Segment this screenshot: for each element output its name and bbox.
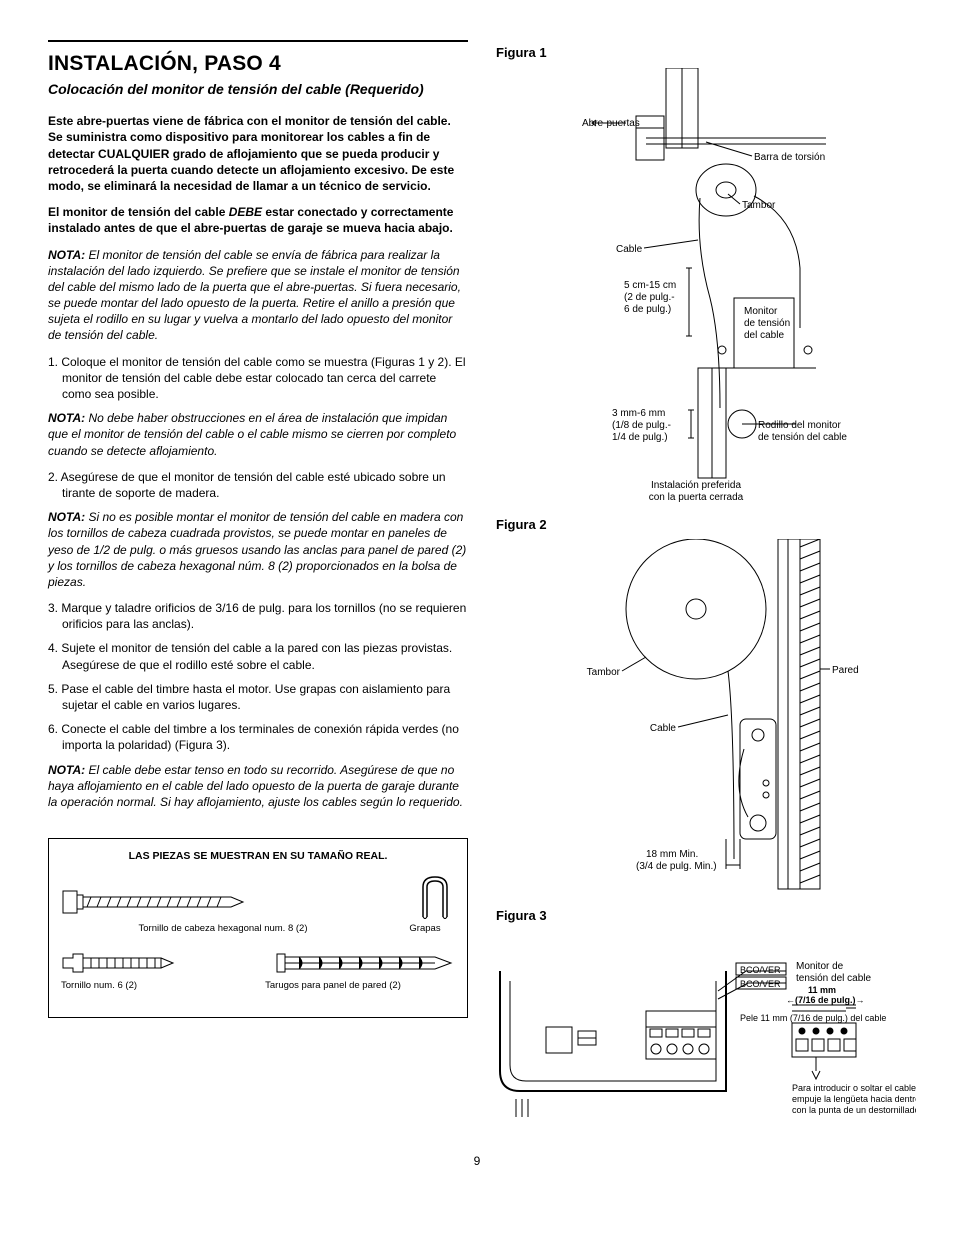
svg-text:empuje la lengüeta hacia dentr: empuje la lengüeta hacia dentro xyxy=(792,1094,916,1104)
svg-text:Pele 11 mm (7/16 de pulg.) del: Pele 11 mm (7/16 de pulg.) del cable xyxy=(740,1013,886,1023)
svg-text:(1/8 de pulg.-: (1/8 de pulg.- xyxy=(612,420,671,431)
svg-text:Pared: Pared xyxy=(832,665,859,676)
svg-text:tensión del cable: tensión del cable xyxy=(796,973,871,984)
svg-text:con la puerta cerrada: con la puerta cerrada xyxy=(649,492,744,503)
screw6-icon xyxy=(61,950,181,976)
svg-text:1/4 de pulg.): 1/4 de pulg.) xyxy=(612,432,668,443)
step-5: 5. Pase el cable del timbre hasta el mot… xyxy=(48,681,468,713)
svg-text:de tensión: de tensión xyxy=(744,318,790,329)
svg-text:con la punta de un destornilla: con la punta de un destornillador. xyxy=(792,1105,916,1115)
staples-label: Grapas xyxy=(395,923,455,936)
step-4: 4. Sujete el monitor de tensión del cabl… xyxy=(48,640,468,672)
staple-icon xyxy=(415,873,455,919)
step-2: 2. Asegúrese de que el monitor de tensió… xyxy=(48,469,468,501)
svg-text:Cable: Cable xyxy=(616,244,643,255)
svg-text:11 mm: 11 mm xyxy=(808,985,836,995)
note-4: NOTA: El cable debe estar tenso en todo … xyxy=(48,762,468,811)
page-number: 9 xyxy=(48,1153,906,1169)
svg-text:BCO/VER: BCO/VER xyxy=(740,965,781,975)
svg-text:Rodillo del monitor: Rodillo del monitor xyxy=(758,420,841,431)
wall-anchor-icon xyxy=(275,950,455,976)
figure-3-diagram: BCO/VER BCO/VER Monitor de tensión del c… xyxy=(496,931,916,1131)
svg-text:18 mm Min.: 18 mm Min. xyxy=(646,849,698,860)
figure-1-diagram: Abre-puertas Barra de torsión Tambor Cab… xyxy=(496,68,896,508)
svg-text:Tambor: Tambor xyxy=(587,667,621,678)
figure-2-diagram: Tambor Pared Cable 18 mm Min. (3/4 de pu… xyxy=(496,539,896,899)
page-subtitle: Colocación del monitor de tensión del ca… xyxy=(48,80,468,99)
wall-anchor-label: Tarugos para panel de pared (2) xyxy=(211,980,455,993)
svg-text:5 cm-15 cm: 5 cm-15 cm xyxy=(624,280,676,291)
figure-2-label: Figura 2 xyxy=(496,516,916,534)
svg-text:Cable: Cable xyxy=(650,723,677,734)
svg-text:←(7/16 de pulg.)→: ←(7/16 de pulg.)→ xyxy=(786,995,865,1005)
note-2: NOTA: No debe haber obstrucciones en el … xyxy=(48,410,468,459)
step-3: 3. Marque y taladre orificios de 3/16 de… xyxy=(48,600,468,632)
hex-screw-label: Tornillo de cabeza hexagonal num. 8 (2) xyxy=(61,923,385,936)
parts-box: LAS PIEZAS SE MUESTRAN EN SU TAMAÑO REAL… xyxy=(48,838,468,1018)
figure-3-label: Figura 3 xyxy=(496,907,916,925)
svg-text:6 de pulg.): 6 de pulg.) xyxy=(624,304,671,315)
svg-text:(3/4 de pulg. Min.): (3/4 de pulg. Min.) xyxy=(636,861,717,872)
svg-text:Instalación preferida: Instalación preferida xyxy=(651,480,741,491)
svg-text:del cable: del cable xyxy=(744,330,784,341)
svg-text:Monitor de: Monitor de xyxy=(796,961,844,972)
screw6-label: Tornillo num. 6 (2) xyxy=(61,980,201,993)
note-3: NOTA: Si no es posible montar el monitor… xyxy=(48,509,468,590)
svg-text:3 mm-6 mm: 3 mm-6 mm xyxy=(612,408,665,419)
hex-screw-icon xyxy=(61,885,251,919)
step-1: 1. Coloque el monitor de tensión del cab… xyxy=(48,354,468,403)
intro-paragraph-1: Este abre-puertas viene de fábrica con e… xyxy=(48,113,468,194)
page-title: INSTALACIÓN, PASO 4 xyxy=(48,50,468,78)
svg-text:Tambor: Tambor xyxy=(742,200,776,211)
intro-paragraph-2: El monitor de tensión del cable DEBE est… xyxy=(48,204,468,236)
svg-text:de tensión del cable: de tensión del cable xyxy=(758,432,847,443)
svg-text:Barra de torsión: Barra de torsión xyxy=(754,152,825,163)
figure-1-label: Figura 1 xyxy=(496,44,916,62)
svg-text:BCO/VER: BCO/VER xyxy=(740,979,781,989)
svg-text:Monitor: Monitor xyxy=(744,306,778,317)
note-1: NOTA: El monitor de tensión del cable se… xyxy=(48,247,468,344)
svg-text:(2 de pulg.-: (2 de pulg.- xyxy=(624,292,675,303)
svg-text:Para introducir o soltar el ca: Para introducir o soltar el cable, xyxy=(792,1083,916,1093)
step-6: 6. Conecte el cable del timbre a los ter… xyxy=(48,721,468,753)
parts-box-title: LAS PIEZAS SE MUESTRAN EN SU TAMAÑO REAL… xyxy=(61,849,455,863)
